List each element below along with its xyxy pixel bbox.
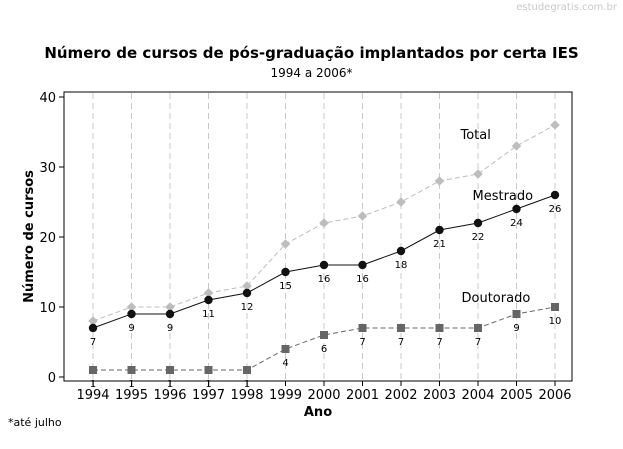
- y-tick-label-30: 30: [39, 161, 56, 176]
- x-tick-label-1997: 1997: [192, 388, 225, 403]
- x-tick-label-2004: 2004: [461, 388, 494, 403]
- x-tick-label-2000: 2000: [307, 388, 340, 403]
- total-point-2001: [357, 211, 368, 221]
- doutorado-value-label-2002: 7: [398, 337, 404, 348]
- doutorado-point-1995: [127, 366, 136, 374]
- mestrado-point-2006: [550, 190, 560, 200]
- mestrado-point-1994: [88, 323, 98, 333]
- mestrado-point-1996: [165, 309, 175, 319]
- mestrado-point-2003: [435, 225, 444, 235]
- mestrado-value-label-1996: 9: [167, 323, 173, 334]
- mestrado-value-label-1997: 11: [202, 309, 215, 320]
- total-point-1999: [280, 239, 291, 249]
- mestrado-point-1998: [242, 288, 252, 298]
- doutorado-point-2006: [551, 303, 559, 311]
- mestrado-value-label-1995: 9: [128, 323, 134, 334]
- doutorado-value-label-2001: 7: [359, 337, 365, 348]
- doutorado-value-label-1999: 4: [282, 358, 288, 369]
- doutorado-value-label-2004: 7: [475, 337, 481, 348]
- doutorado-value-label-1998: 1: [244, 379, 250, 390]
- mestrado-point-1997: [204, 295, 213, 305]
- mestrado-point-2004: [473, 218, 483, 228]
- mestrado-point-2001: [358, 260, 367, 270]
- mestrado-point-2005: [512, 204, 521, 214]
- x-axis-label: Ano: [304, 405, 332, 420]
- mestrado-point-1999: [281, 267, 290, 277]
- mestrado-value-label-2000: 16: [318, 274, 331, 285]
- total-point-2005: [511, 141, 522, 151]
- x-tick-label-2005: 2005: [500, 388, 533, 403]
- mestrado-value-label-1998: 12: [241, 302, 254, 313]
- total-point-2003: [434, 176, 445, 186]
- doutorado-point-2002: [397, 324, 405, 332]
- doutorado-point-2003: [435, 324, 444, 332]
- doutorado-series-name: Doutorado: [462, 291, 531, 306]
- x-tick-label-1998: 1998: [230, 388, 263, 403]
- footnote: *até julho: [8, 416, 62, 429]
- mestrado-value-label-2004: 22: [472, 232, 485, 243]
- total-point-2004: [473, 169, 483, 179]
- x-tick-label-1994: 1994: [76, 388, 109, 403]
- total-point-1995: [126, 302, 137, 312]
- y-tick-label-20: 20: [39, 231, 56, 246]
- total-point-2006: [550, 120, 560, 130]
- doutorado-point-2004: [474, 324, 482, 332]
- doutorado-value-label-1997: 1: [205, 379, 211, 390]
- mestrado-value-label-2006: 26: [549, 204, 562, 215]
- doutorado-value-label-2005: 9: [513, 323, 519, 334]
- mestrado-point-2000: [319, 260, 329, 270]
- doutorado-point-2001: [358, 324, 367, 332]
- y-tick-label-0: 0: [48, 371, 56, 386]
- total-point-1994: [88, 316, 98, 326]
- doutorado-point-1997: [204, 366, 213, 374]
- doutorado-point-1998: [243, 366, 251, 374]
- mestrado-value-label-2001: 16: [356, 274, 369, 285]
- doutorado-value-label-2000: 6: [321, 344, 327, 355]
- x-tick-label-1996: 1996: [153, 388, 186, 403]
- total-point-2000: [319, 218, 329, 228]
- doutorado-value-label-1994: 1: [90, 379, 96, 390]
- x-tick-label-2002: 2002: [384, 388, 417, 403]
- y-tick-label-10: 10: [39, 301, 56, 316]
- x-tick-label-1995: 1995: [115, 388, 148, 403]
- mestrado-point-1995: [127, 309, 136, 319]
- x-tick-label-1999: 1999: [269, 388, 302, 403]
- y-tick-label-40: 40: [39, 91, 56, 106]
- mestrado-point-2002: [396, 246, 406, 256]
- mestrado-series-name: Mestrado: [473, 189, 534, 204]
- total-point-2002: [396, 197, 406, 207]
- watermark-text: estudegratis.com.br: [516, 2, 617, 13]
- doutorado-point-1996: [166, 366, 174, 374]
- total-series-name: Total: [460, 128, 491, 143]
- y-axis-label: Número de cursos: [22, 170, 37, 303]
- mestrado-value-label-2005: 24: [510, 218, 523, 229]
- doutorado-point-2000: [320, 331, 328, 339]
- total-point-1997: [203, 288, 214, 298]
- mestrado-value-label-1999: 15: [279, 281, 292, 292]
- doutorado-point-2005: [512, 310, 521, 318]
- doutorado-value-label-2006: 10: [549, 316, 562, 327]
- total-point-1996: [165, 302, 175, 312]
- doutorado-value-label-1995: 1: [128, 379, 134, 390]
- total-point-1998: [242, 281, 252, 291]
- chart-title: Número de cursos de pós-graduação implan…: [44, 44, 579, 62]
- doutorado-value-label-2003: 7: [436, 337, 442, 348]
- chart-subtitle: 1994 a 2006*: [270, 66, 353, 80]
- doutorado-point-1994: [89, 366, 97, 374]
- x-tick-label-2006: 2006: [538, 388, 571, 403]
- x-tick-label-2003: 2003: [423, 388, 456, 403]
- doutorado-value-label-1996: 1: [167, 379, 173, 390]
- x-tick-label-2001: 2001: [346, 388, 379, 403]
- mestrado-value-label-2002: 18: [395, 260, 408, 271]
- mestrado-value-label-2003: 21: [433, 239, 446, 250]
- doutorado-point-1999: [281, 345, 290, 353]
- mestrado-value-label-1994: 7: [90, 337, 96, 348]
